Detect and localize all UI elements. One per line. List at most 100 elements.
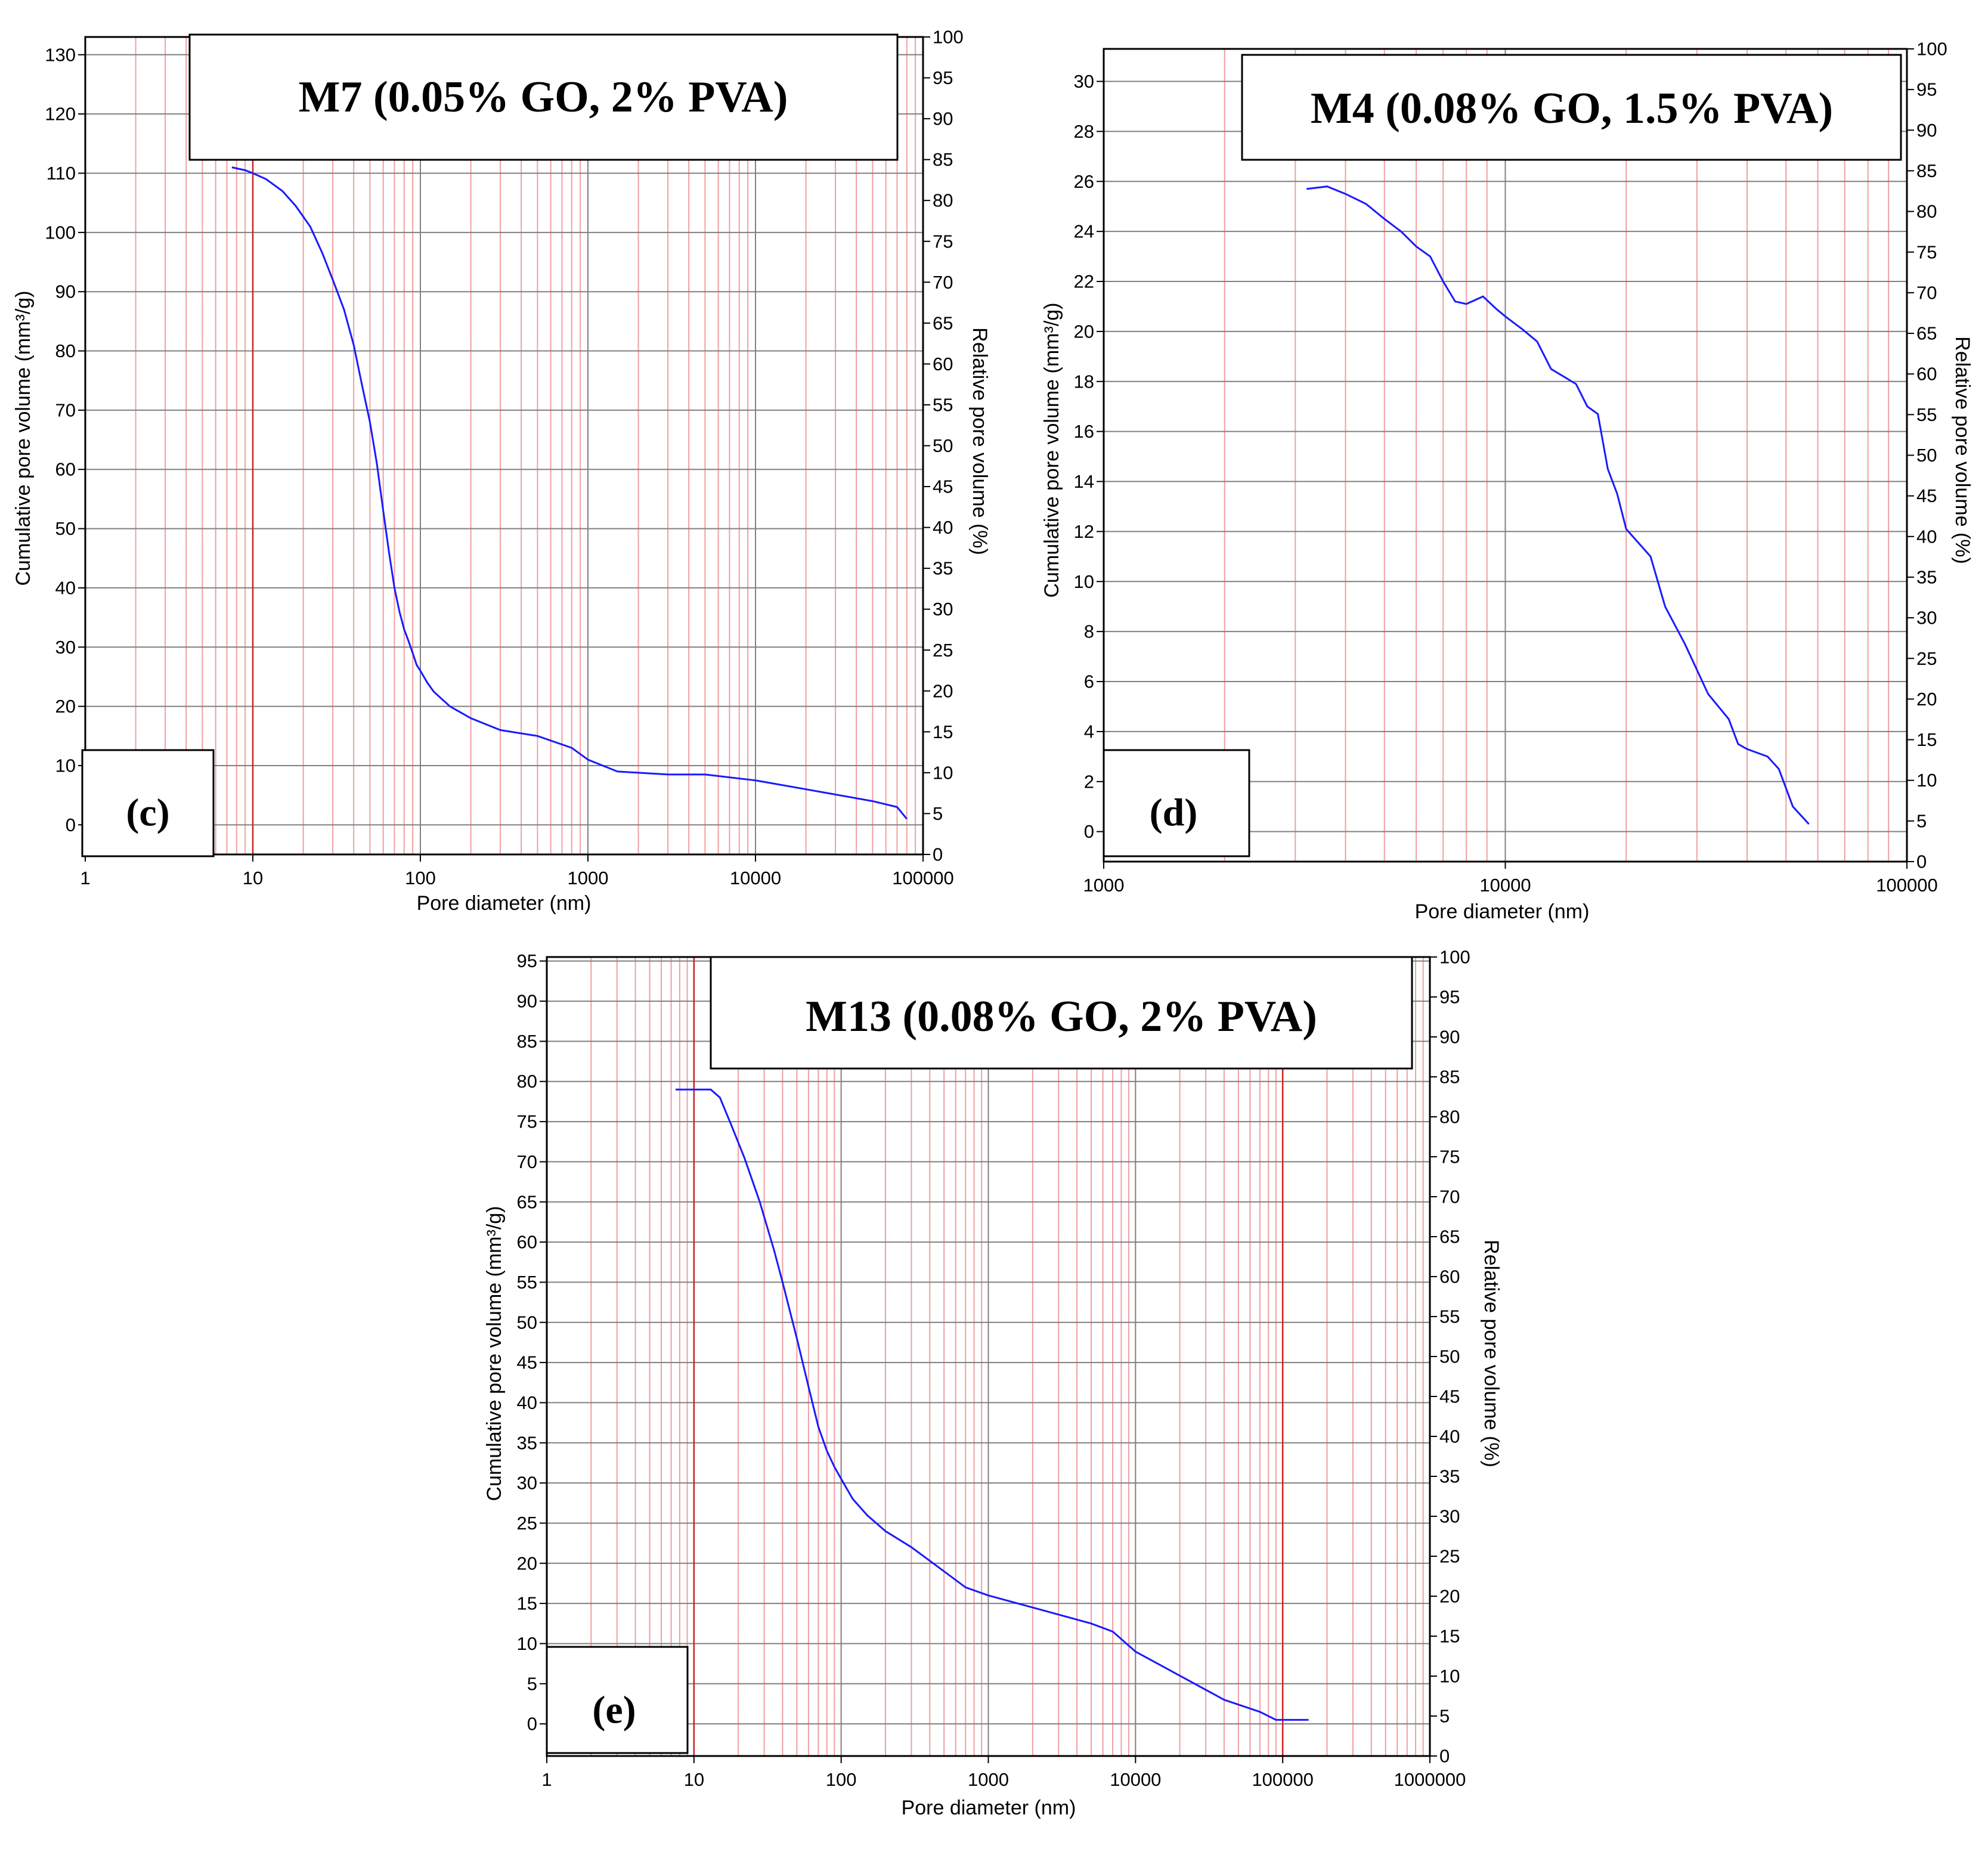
panel-c-x-axis-label: Pore diameter (nm) (417, 892, 592, 915)
panel-c-label: (c) (126, 791, 169, 835)
panel-c-y2-tick-label: 80 (933, 190, 953, 211)
chart-panel-e: 1 10 100 1000 10000 100000 1000000051015202530… (483, 947, 1503, 1820)
panel-d-y-tick-label: 14 (1074, 471, 1094, 492)
panel-e-y-tick-label: 70 (517, 1151, 537, 1172)
panel-e-y2-tick-label: 5 (1439, 1706, 1450, 1727)
panel-c-y-tick-label: 120 (45, 104, 76, 125)
panel-e-x-tick-label: 100 (826, 1769, 857, 1790)
panel-e-y2-tick-label: 80 (1439, 1107, 1460, 1128)
panel-c-y-tick-label: 20 (55, 696, 76, 717)
panel-e-y-tick-label: 80 (517, 1071, 537, 1092)
panel-d-x-axis-label: Pore diameter (nm) (1415, 900, 1590, 923)
panel-d-y-tick-label: 28 (1074, 121, 1094, 142)
panel-c-y-tick-label: 10 (55, 755, 76, 776)
panel-c-y2-tick-label: 95 (933, 67, 953, 88)
panel-e-y2-tick-label: 25 (1439, 1546, 1460, 1567)
panel-c-y2-tick-label: 90 (933, 109, 953, 129)
panel-c-y-tick-label: 40 (55, 577, 76, 598)
panel-e-label-box (546, 1646, 689, 1754)
panel-c-x-tick-label: 10 (243, 868, 263, 888)
panel-d-x-tick-label: 100000 (1876, 875, 1937, 896)
panel-c-y2-tick-label: 70 (933, 272, 953, 293)
panel-e-y-tick-label: 30 (517, 1473, 537, 1494)
panel-e-cumulative-curve (676, 1088, 1309, 1721)
panel-e-y2-tick-label: 15 (1439, 1626, 1460, 1647)
panel-d-y2-tick-label: 50 (1916, 445, 1937, 466)
panel-c-y-tick-label: 30 (55, 637, 76, 658)
panel-c-y2-tick-label: 10 (933, 762, 953, 783)
panel-d-y-tick-label: 26 (1074, 171, 1094, 192)
panel-d-label-box (1103, 749, 1250, 857)
panel-d-y-tick-label: 12 (1074, 521, 1094, 542)
panel-d-y2-tick-label: 30 (1916, 608, 1937, 628)
panel-d-y2-tick-label: 35 (1916, 566, 1937, 587)
panel-e-y2-tick-label: 35 (1439, 1466, 1460, 1487)
panel-e-y2-tick-label: 45 (1439, 1386, 1460, 1407)
panel-c-cumulative-curve (231, 166, 908, 820)
panel-e-y-tick-label: 5 (527, 1673, 537, 1694)
panel-c-label-box (81, 749, 215, 857)
panel-c-y2-tick-label: 65 (933, 312, 953, 333)
panel-d-y-tick-label: 22 (1074, 271, 1094, 292)
panel-d-y2-tick-label: 45 (1916, 485, 1937, 506)
panel-d-title: M4 (0.08% GO, 1.5% PVA) (1311, 84, 1833, 133)
panel-e-y-tick-label: 45 (517, 1352, 537, 1373)
panel-d-y2-tick-label: 80 (1916, 201, 1937, 222)
panel-e-y2-tick-label: 0 (1439, 1746, 1450, 1767)
panel-e-x-tick-label: 1 (541, 1769, 552, 1790)
panel-d-y-tick-label: 18 (1074, 371, 1094, 392)
panel-d-y-tick-label: 10 (1074, 571, 1094, 592)
chart-panel-d: 1000 10000 1000000246810121416182022242628… (1041, 39, 1974, 924)
panel-e-title: M13 (0.08% GO, 2% PVA) (806, 992, 1317, 1041)
panel-c-x-tick-label: 10000 (730, 868, 781, 888)
panel-c-x-tick-label: 100000 (892, 868, 953, 888)
panel-c-y-tick-label: 100 (45, 222, 76, 243)
panel-c-y-tick-label: 130 (45, 44, 76, 65)
panel-d-y-tick-label: 8 (1084, 621, 1094, 642)
panel-e-title-box (710, 956, 1413, 1070)
panel-c-curve-layer (231, 166, 908, 820)
panel-e-y-tick-label: 90 (517, 991, 537, 1012)
panel-d-grid (1103, 49, 1908, 862)
panel-d-y2-tick-label: 60 (1916, 364, 1937, 385)
panel-e-y2-tick-label: 50 (1439, 1346, 1460, 1367)
panel-e-y-tick-label: 25 (517, 1513, 537, 1534)
panel-e-y-tick-label: 40 (517, 1392, 537, 1413)
panel-d-y2-tick-label: 100 (1916, 39, 1947, 60)
panel-e-y2-tick-label: 100 (1439, 947, 1470, 968)
panel-c-x-tick-label: 1 (80, 868, 90, 888)
panel-e-x-axis-label: Pore diameter (nm) (902, 1797, 1076, 1819)
panel-d-y2-tick-label: 85 (1916, 160, 1937, 181)
panel-d-y-tick-label: 4 (1084, 721, 1094, 742)
panel-d-label: (d) (1150, 791, 1198, 835)
panel-e-y-tick-label: 95 (517, 950, 537, 971)
panel-c-y2-tick-label: 35 (933, 558, 953, 579)
panel-c-title: M7 (0.05% GO, 2% PVA) (299, 73, 788, 122)
panel-d-y2-tick-label: 90 (1916, 120, 1937, 141)
panel-d-y-tick-label: 6 (1084, 671, 1094, 692)
panel-e-y2-tick-label: 30 (1439, 1506, 1460, 1527)
panel-e-y-tick-label: 35 (517, 1432, 537, 1453)
panel-c-y2-tick-label: 45 (933, 476, 953, 497)
panel-e-label: (e) (592, 1689, 636, 1732)
panel-e-x-tick-label: 10 (684, 1769, 704, 1790)
panel-c-y-tick-label: 110 (47, 163, 76, 184)
panel-c-y-tick-label: 50 (55, 518, 76, 539)
panel-c-y-tick-label: 80 (55, 340, 76, 361)
panel-d-y2-tick-label: 95 (1916, 79, 1937, 100)
panel-e-y2-tick-label: 75 (1439, 1147, 1460, 1167)
panel-d-y-tick-label: 16 (1074, 421, 1094, 442)
panel-e-y2-tick-label: 85 (1439, 1067, 1460, 1088)
panel-d-y-tick-label: 0 (1084, 821, 1094, 842)
panel-c-y2-tick-label: 75 (933, 231, 953, 252)
panel-c-y-tick-label: 0 (66, 814, 76, 835)
panel-d-y2-tick-label: 0 (1916, 851, 1927, 872)
panel-d-y2-tick-label: 15 (1916, 729, 1937, 750)
panel-c-y2-tick-label: 30 (933, 599, 953, 620)
panel-d-y2-tick-label: 70 (1916, 282, 1937, 303)
panel-c-y-tick-label: 90 (55, 281, 76, 302)
panel-e-y-tick-label: 85 (517, 1031, 537, 1052)
panel-e-y2-tick-label: 65 (1439, 1227, 1460, 1247)
panel-e-y-tick-label: 60 (517, 1232, 537, 1253)
